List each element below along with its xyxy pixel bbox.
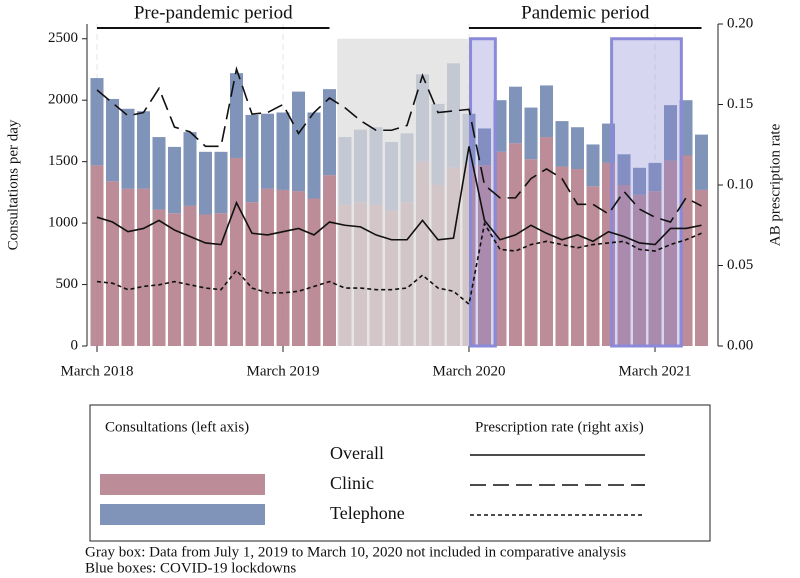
bar (664, 160, 677, 346)
legend-label: Clinic (330, 473, 374, 493)
lockdown-region (469, 37, 497, 348)
x-tick-label: March 2021 (619, 363, 692, 379)
bar (121, 108, 135, 189)
y-tick-label: 0 (71, 337, 79, 353)
legend-swatch (100, 474, 265, 495)
bar (214, 213, 228, 346)
y2-tick-label: 0.10 (727, 176, 753, 192)
note: Gray box: Data from July 1, 2019 to Marc… (85, 544, 626, 560)
bar (586, 186, 600, 346)
y2-tick-label: 0.05 (727, 257, 753, 273)
y-tick-label: 1000 (48, 215, 78, 231)
y2-tick-label: 0.15 (727, 96, 753, 112)
bar (121, 188, 135, 346)
bar (276, 112, 290, 190)
y-tick-label: 1500 (48, 153, 78, 169)
bar (152, 137, 166, 210)
bar (292, 91, 305, 192)
bar (214, 151, 228, 214)
bar (323, 175, 336, 346)
x-tick-label: March 2018 (61, 363, 134, 379)
bar (183, 132, 197, 206)
x-tick-label: March 2019 (247, 363, 320, 379)
bar (540, 85, 553, 138)
bar (168, 146, 181, 214)
bar (245, 202, 259, 346)
legend-label: Telephone (330, 503, 405, 523)
bar (509, 143, 522, 346)
bar (478, 165, 491, 346)
bar (90, 165, 104, 346)
note: Blue boxes: COVID-19 lockdowns (85, 560, 296, 576)
bar (137, 188, 150, 346)
y-tick-label: 2000 (48, 92, 78, 108)
bar (524, 107, 538, 160)
bar (478, 128, 491, 166)
y-tick-label: 2500 (48, 30, 78, 46)
legend-box (89, 404, 711, 542)
legend-title: Prescription rate (right axis) (475, 419, 644, 435)
bar (617, 185, 631, 346)
bar (571, 169, 584, 346)
bar (276, 189, 290, 346)
bar (261, 188, 274, 346)
bar (261, 113, 274, 189)
lockdown-region (610, 37, 683, 348)
bar (617, 154, 631, 185)
bar (664, 105, 677, 161)
bar (199, 151, 212, 215)
legend-swatch (100, 504, 265, 525)
bar (230, 73, 243, 158)
bar (199, 214, 212, 346)
bar (152, 209, 166, 346)
legend-title: Consultations (left axis) (105, 419, 249, 435)
bar (183, 205, 197, 346)
legend-label: Overall (330, 443, 384, 463)
bar (648, 162, 662, 192)
bar (106, 98, 119, 182)
excluded-region (337, 38, 469, 346)
bar (90, 78, 104, 166)
rate-line (96, 146, 702, 246)
bar (307, 198, 321, 346)
bar (323, 89, 336, 176)
y-axis-label: Consultations per day (5, 119, 21, 250)
y-tick-label: 500 (56, 276, 79, 292)
bar (586, 144, 600, 187)
y2-tick-label: 0.00 (727, 337, 753, 353)
bar (245, 114, 259, 203)
bar (633, 167, 646, 195)
period-label: Pandemic period (521, 2, 650, 23)
bar (106, 181, 119, 346)
bar (633, 194, 646, 346)
bar (695, 134, 708, 190)
bar (307, 112, 321, 199)
rate-line (96, 66, 702, 223)
rate-line (96, 221, 702, 306)
bar (168, 213, 181, 346)
x-tick-label: March 2020 (433, 363, 506, 379)
bar (509, 86, 522, 144)
bar (292, 191, 305, 346)
bar (571, 127, 584, 170)
bar (555, 166, 569, 346)
y2-axis-label: AB prescription rate (767, 123, 783, 246)
bar (695, 189, 708, 346)
bar (648, 191, 662, 346)
bar (555, 121, 569, 167)
bar (524, 159, 538, 346)
bar (137, 111, 150, 189)
bar (230, 157, 243, 346)
period-label: Pre-pandemic period (134, 2, 293, 23)
y2-tick-label: 0.20 (727, 15, 753, 31)
